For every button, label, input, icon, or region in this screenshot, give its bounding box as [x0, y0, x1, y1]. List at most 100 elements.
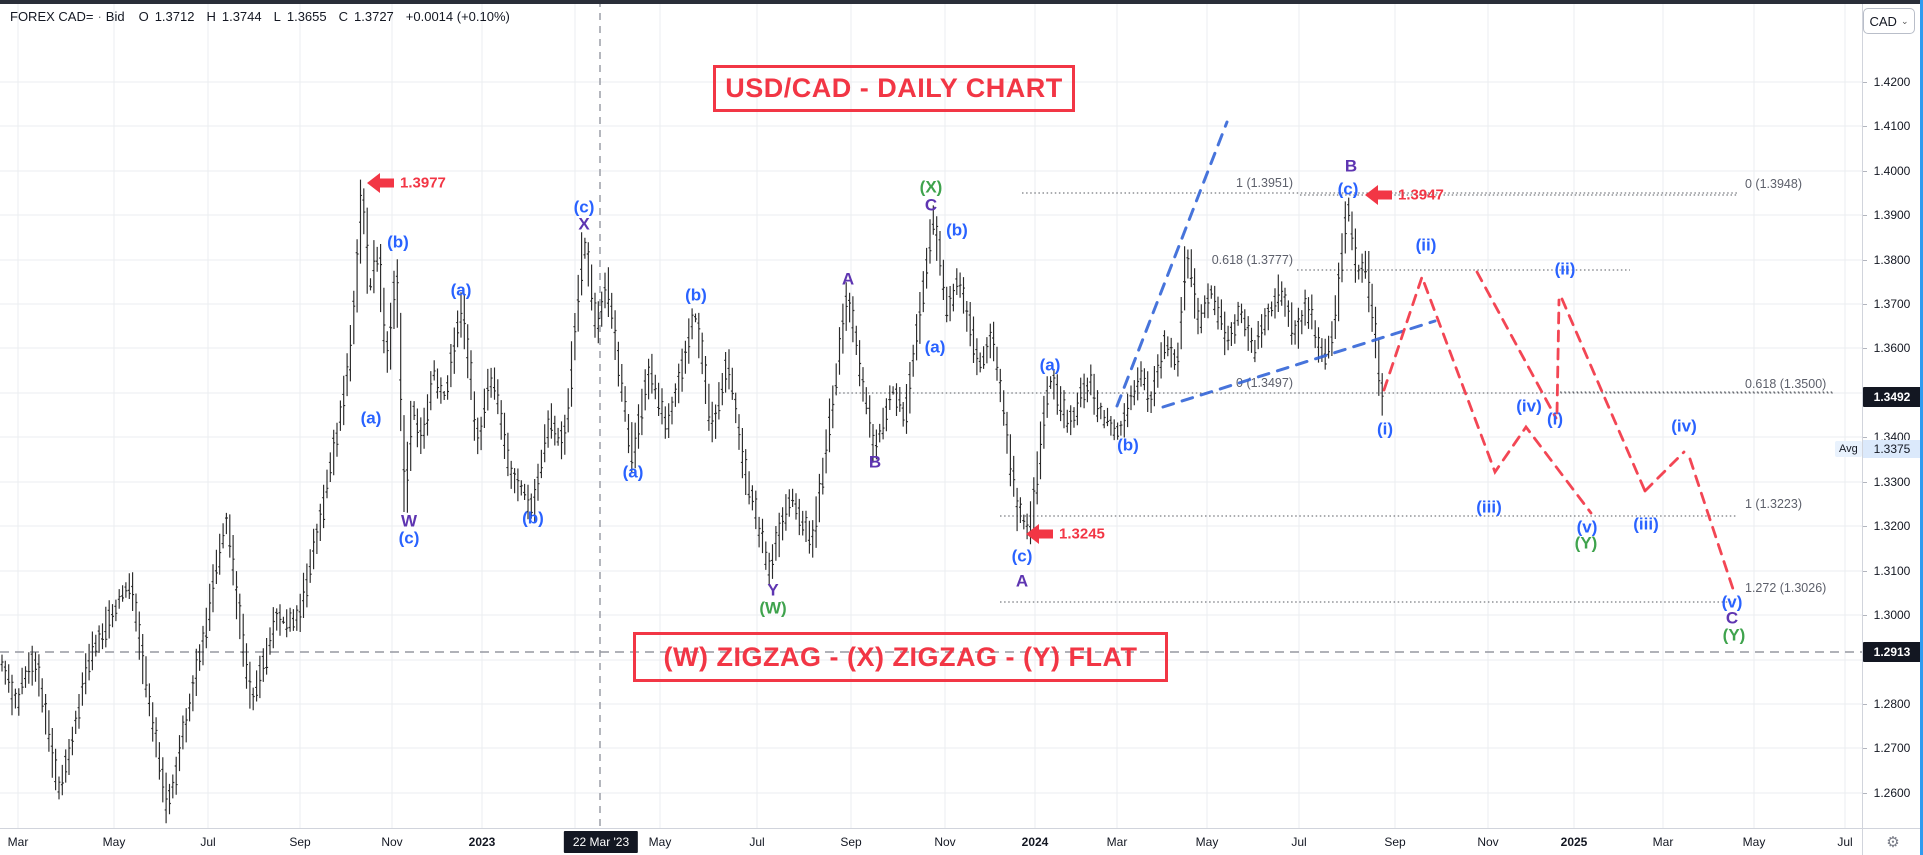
price-axis-tick	[1863, 348, 1867, 349]
symbol-name[interactable]: FOREX CAD=	[10, 9, 94, 24]
wave-label-X[interactable]: X	[578, 215, 590, 234]
price-axis-tick	[1863, 793, 1867, 794]
subtitle-annotation-box[interactable]: (W) ZIGZAG - (X) ZIGZAG - (Y) FLAT	[633, 632, 1168, 682]
wave-label-b[interactable]: (b)	[946, 221, 968, 240]
time-axis-label: Sep	[1384, 835, 1406, 849]
time-axis-label: 2025	[1560, 835, 1588, 849]
wave-label-a[interactable]: (a)	[925, 338, 946, 357]
red-projection-path[interactable]	[1688, 457, 1735, 591]
price-arrow-label: 1.3245	[1059, 526, 1105, 543]
currency-label: CAD	[1869, 13, 1897, 29]
wave-label-a[interactable]: (a)	[451, 281, 472, 300]
wave-label-v[interactable]: (v)	[1722, 593, 1743, 612]
wave-label-W[interactable]: (W)	[759, 599, 786, 618]
price-axis-tick	[1863, 126, 1867, 127]
blue-dashed-trendline[interactable]	[1115, 120, 1229, 408]
wave-label-iv[interactable]: (iv)	[1516, 397, 1542, 416]
price-axis-label: 1.3000	[1873, 608, 1911, 622]
time-axis-label: May	[648, 835, 672, 849]
time-axis-label: May	[1195, 835, 1219, 849]
red-projection-path[interactable]	[1643, 450, 1686, 493]
price-arrow-icon[interactable]	[1365, 185, 1392, 205]
window-top-edge	[0, 0, 1923, 4]
time-axis-label: Jul	[1837, 835, 1853, 849]
wave-label-X[interactable]: (X)	[920, 178, 943, 197]
wave-label-B[interactable]: B	[1345, 157, 1357, 176]
red-projection-path[interactable]	[1555, 298, 1561, 415]
price-axis-tick	[1863, 482, 1867, 483]
red-projection-path[interactable]	[1382, 272, 1593, 515]
chart-canvas[interactable]: 1 (1.3951) 0.618 (1.3777) 0 (1.3497) 0 (1.3…	[0, 0, 1862, 828]
wave-label-a[interactable]: (a)	[1040, 356, 1061, 375]
wave-label-B[interactable]: B	[869, 453, 881, 472]
price-axis-label: 1.2700	[1873, 741, 1911, 755]
wave-label-ii[interactable]: (ii)	[1555, 260, 1576, 279]
price-arrow-icon[interactable]	[1026, 524, 1053, 544]
wave-label-iii[interactable]: (iii)	[1476, 498, 1502, 517]
time-axis-label: Nov	[1477, 835, 1499, 849]
wave-label-A[interactable]: A	[1016, 572, 1028, 591]
price-axis-label: 1.3600	[1873, 341, 1911, 355]
title-text: USD/CAD - DAILY CHART	[725, 73, 1063, 103]
wave-label-A[interactable]: A	[842, 270, 854, 289]
gear-icon[interactable]: ⚙	[1886, 834, 1900, 851]
wave-label-i[interactable]: (i)	[1377, 420, 1393, 439]
wave-label-a[interactable]: (a)	[361, 409, 382, 428]
wave-label-c[interactable]: (c)	[1012, 547, 1033, 566]
price-axis-tick	[1863, 571, 1867, 572]
price-axis-label: 1.4000	[1873, 164, 1911, 178]
wave-label-c[interactable]: (c)	[399, 529, 420, 548]
wave-label-C[interactable]: C	[1726, 609, 1738, 628]
red-projection-path[interactable]	[1560, 297, 1647, 493]
fib-level-label: 1.272 (1.3026)	[1745, 581, 1826, 595]
change-value: +0.0014 (+0.10%)	[405, 9, 510, 24]
wave-label-b[interactable]: (b)	[685, 286, 707, 305]
time-axis-label: Mar	[1106, 835, 1128, 849]
wave-label-v[interactable]: (v)	[1577, 518, 1598, 537]
wave-label-iv[interactable]: (iv)	[1671, 417, 1697, 436]
axis-settings-corner[interactable]: ⚙	[1862, 828, 1923, 855]
fib-level-label: 0.618 (1.3500)	[1745, 377, 1826, 391]
wave-label-b[interactable]: (b)	[522, 509, 544, 528]
open-value: O 1.3712	[138, 9, 195, 24]
price-axis[interactable]: 1.4200 1.4100 1.4000 1.3900 1.3800 1.3700 1.36…	[1862, 4, 1921, 828]
price-axis-tick	[1863, 82, 1867, 83]
price-axis-tick	[1863, 215, 1867, 216]
time-axis-label: 2024	[1021, 835, 1049, 849]
red-projection-path[interactable]	[1475, 270, 1558, 420]
symbol-legend[interactable]: FOREX CAD= · Bid O 1.3712 H 1.3744 L 1.3655 C 1.37…	[10, 9, 516, 24]
right-edge-scroll-strip[interactable]	[1920, 0, 1923, 855]
price-axis-tick	[1863, 615, 1867, 616]
wave-label-c[interactable]: (c)	[574, 198, 595, 217]
price-axis-label: 1.3700	[1873, 297, 1911, 311]
wave-label-W[interactable]: W	[401, 512, 418, 531]
price-axis-label: 1.2600	[1873, 786, 1911, 800]
ohlc-bars	[1, 179, 1383, 824]
wave-label-iii[interactable]: (iii)	[1633, 515, 1659, 534]
feed-type: Bid	[105, 9, 125, 24]
wave-label-ii[interactable]: (ii)	[1416, 236, 1437, 255]
wave-label-i[interactable]: (i)	[1547, 410, 1563, 429]
time-axis-label: Mar	[1652, 835, 1674, 849]
blue-dashed-trendline[interactable]	[1161, 319, 1437, 409]
price-axis-tick	[1863, 748, 1867, 749]
subtitle-text: (W) ZIGZAG - (X) ZIGZAG - (Y) FLAT	[663, 641, 1138, 672]
wave-label-C[interactable]: C	[925, 196, 937, 215]
low-value: L 1.3655	[273, 9, 327, 24]
price-chart-svg[interactable]: 1 (1.3951) 0.618 (1.3777) 0 (1.3497) 0 (1.3…	[0, 0, 1862, 828]
wave-label-Y[interactable]: Y	[767, 581, 779, 600]
title-annotation-box[interactable]: USD/CAD - DAILY CHART	[713, 65, 1075, 112]
price-axis-label: 1.3200	[1873, 519, 1911, 533]
wave-label-b[interactable]: (b)	[387, 233, 409, 252]
currency-selector-button[interactable]: CAD ⌄	[1863, 8, 1915, 34]
time-axis[interactable]: Mar May Jul Sep Nov 2023 May Jul Sep Nov 2024 Mar Ma…	[0, 828, 1862, 855]
price-axis-tick	[1863, 260, 1867, 261]
wave-label-b[interactable]: (b)	[1117, 436, 1139, 455]
wave-label-a[interactable]: (a)	[623, 463, 644, 482]
close-value: C 1.3727	[338, 9, 394, 24]
wave-label-Y[interactable]: (Y)	[1575, 534, 1598, 553]
wave-label-c[interactable]: (c)	[1338, 180, 1359, 199]
ohlc-bar-ticks	[0, 194, 1384, 811]
wave-label-Y[interactable]: (Y)	[1723, 626, 1746, 645]
price-arrow-icon[interactable]	[367, 173, 394, 193]
